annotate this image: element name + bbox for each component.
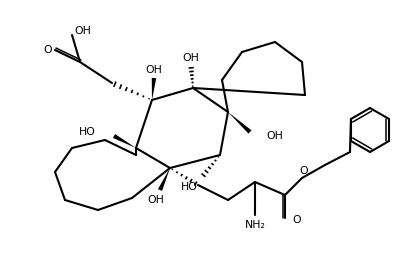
Text: OH: OH [74,26,91,36]
Polygon shape [152,78,156,100]
Polygon shape [158,168,170,191]
Text: NH₂: NH₂ [245,220,265,230]
Polygon shape [228,112,252,134]
Text: OH: OH [145,65,162,75]
Text: O: O [292,215,301,225]
Text: O: O [300,166,308,176]
Text: OH: OH [266,131,283,141]
Text: OH: OH [147,195,164,205]
Text: HO: HO [181,182,198,192]
Text: OH: OH [183,53,199,63]
Text: O: O [44,45,52,55]
Polygon shape [113,134,136,148]
Text: HO: HO [79,127,96,137]
